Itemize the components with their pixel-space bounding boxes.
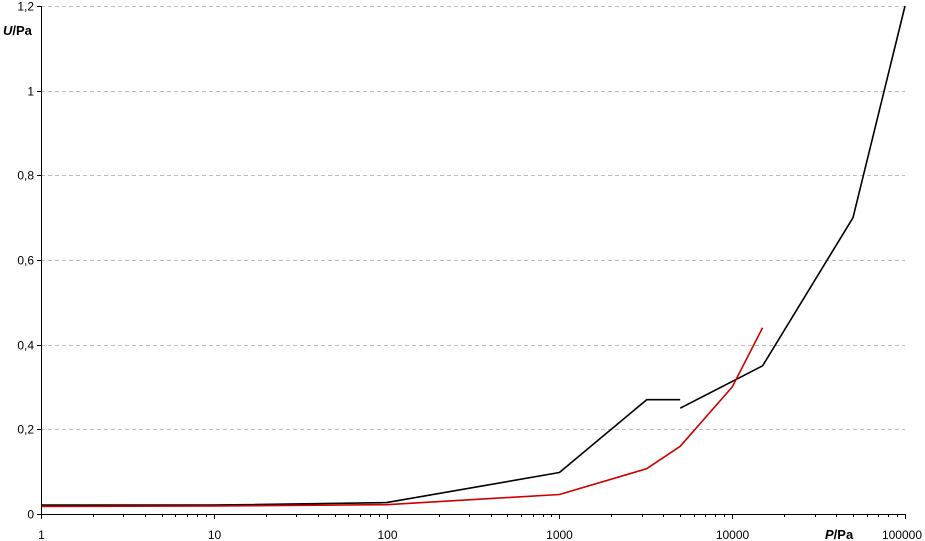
series-0-line-1 bbox=[679, 5, 906, 409]
series-0-line-0 bbox=[41, 398, 681, 506]
x-axis-unit: /Pa bbox=[834, 527, 854, 541]
y-tick-label-6: 1,2 bbox=[17, 0, 34, 14]
y-tick-label-1: 0,2 bbox=[17, 423, 34, 437]
y-tick-label-4: 0,8 bbox=[17, 169, 34, 183]
x-axis-label: P/Pa bbox=[825, 527, 854, 541]
x-tick-label-4: 10000 bbox=[716, 528, 750, 541]
series-1-line-0 bbox=[40, 327, 764, 508]
y-tick-label-2: 0,4 bbox=[17, 339, 34, 353]
grid-lines bbox=[41, 6, 905, 430]
y-axis-label: U/Pa bbox=[3, 23, 33, 38]
x-tick-label-0: 1 bbox=[38, 528, 45, 541]
x-tick-label-2: 100 bbox=[377, 528, 397, 541]
y-tick-label-5: 1 bbox=[27, 85, 34, 99]
y-axis-symbol: U bbox=[3, 23, 13, 38]
series-group bbox=[40, 5, 906, 508]
x-tick-label-1: 10 bbox=[208, 528, 222, 541]
x-tick-label-3: 1000 bbox=[546, 528, 573, 541]
y-axis-unit: /Pa bbox=[12, 23, 32, 38]
x-axis-symbol: P bbox=[825, 527, 834, 541]
tick-labels: 0 0,2 0,4 0,6 0,8 1 1,2 1 10 100 1000 10000 100000 bbox=[17, 0, 922, 541]
y-tick-label-3: 0,6 bbox=[17, 254, 34, 268]
x-tick-label-5: 100000 bbox=[882, 528, 922, 541]
axes bbox=[37, 6, 906, 519]
y-tick-label-0: 0 bbox=[27, 508, 34, 522]
